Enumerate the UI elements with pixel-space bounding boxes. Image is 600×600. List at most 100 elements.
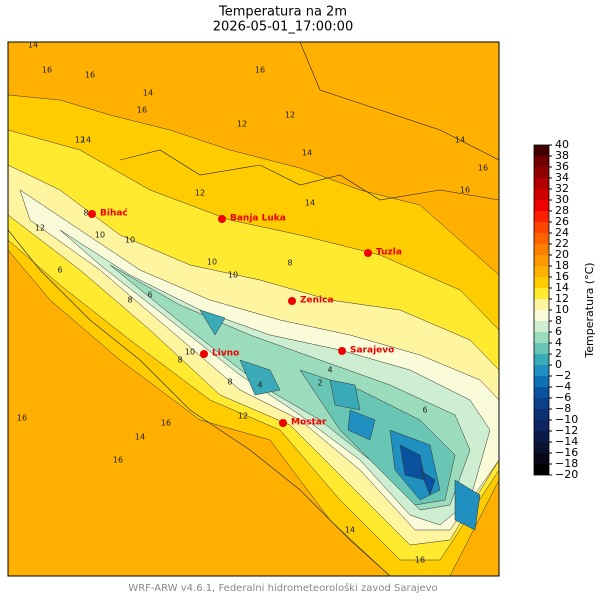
colorbar-band (534, 442, 549, 453)
colorbar-band (534, 310, 549, 321)
city-label: Banja Luka (230, 214, 286, 224)
colorbar-band (534, 453, 549, 464)
colorbar-band (534, 332, 549, 343)
contour-label: 6 (422, 406, 427, 415)
city-marker (288, 297, 296, 305)
map-frame (7, 41, 500, 577)
contour-label: 12 (238, 412, 248, 421)
city-label: Mostar (291, 418, 327, 428)
colorbar-tick-label: 16 (555, 270, 569, 283)
colorbar-band (534, 178, 549, 189)
colorbar-band (534, 464, 549, 475)
map (8, 42, 499, 576)
colorbar-tick-label: 0 (555, 358, 562, 371)
contour-label: 14 (81, 136, 91, 145)
contour-label: 4 (257, 381, 262, 390)
city-label: Zenica (300, 296, 334, 306)
contour-label: 16 (255, 66, 265, 75)
colorbar-tick-label: 28 (555, 204, 569, 217)
contour-label: 14 (143, 89, 153, 98)
colorbar-band (534, 156, 549, 167)
city-marker (200, 350, 208, 358)
colorbar-tick-label: −2 (555, 369, 571, 382)
colorbar-band (534, 167, 549, 178)
city-label: Livno (212, 349, 239, 359)
colorbar-tick-label: 32 (555, 182, 569, 195)
colorbar-tick-label: 24 (555, 226, 569, 239)
contour-label: 14 (455, 136, 465, 145)
colorbar-band (534, 365, 549, 376)
contour-label: 8 (127, 296, 132, 305)
city-marker (279, 419, 287, 427)
colorbar-label: Temperatura (°C) (583, 262, 596, 358)
colorbar-tick-label: 12 (555, 292, 569, 305)
map-title: Temperatura na 2m (218, 5, 347, 20)
contour-label: 14 (305, 199, 315, 208)
city-marker (88, 210, 96, 218)
colorbar-band (534, 233, 549, 244)
colorbar-band (534, 420, 549, 431)
contour-label: 14 (28, 41, 38, 50)
colorbar-band (534, 244, 549, 255)
colorbar-band (534, 145, 549, 156)
colorbar-tick-label: 8 (555, 314, 562, 327)
contour-label: 8 (227, 378, 232, 387)
contour-label: 16 (85, 71, 95, 80)
contour-label: 12 (285, 111, 295, 120)
contour-label: 8 (177, 356, 182, 365)
colorbar-tick-label: −4 (555, 380, 571, 393)
colorbar-band (534, 431, 549, 442)
contour-label: 10 (125, 236, 135, 245)
contour-label: 16 (137, 106, 147, 115)
colorbar-tick-label: 2 (555, 347, 562, 360)
colorbar-tick-label: 40 (555, 138, 569, 151)
contour-label: 14 (345, 526, 355, 535)
colorbar-band (534, 211, 549, 222)
colorbar-tick-label: 10 (555, 303, 569, 316)
colorbar-band (534, 299, 549, 310)
contour-label: 6 (57, 266, 62, 275)
contour-label: 8 (287, 259, 292, 268)
contour-label: 16 (17, 414, 27, 423)
colorbar-tick-label: 36 (555, 160, 569, 173)
colorbar-band (534, 376, 549, 387)
colorbar-tick-label: −8 (555, 402, 571, 415)
colorbar-band (534, 288, 549, 299)
contour-label: 10 (207, 258, 217, 267)
colorbar-tick-label: 34 (555, 171, 569, 184)
colorbar-tick-label: 22 (555, 237, 569, 250)
contour-label: 12 (35, 224, 45, 233)
city-label: Sarajevo (350, 346, 394, 356)
contour-label: 8 (83, 209, 88, 218)
contour-label: 14 (302, 149, 312, 158)
colorbar-band (534, 354, 549, 365)
contour-label: 16 (161, 419, 171, 428)
colorbar-tick-label: 30 (555, 193, 569, 206)
colorbar-band (534, 255, 549, 266)
contour-label: 16 (415, 556, 425, 565)
contour-label: 14 (135, 433, 145, 442)
colorbar-tick-label: −14 (555, 435, 578, 448)
colorbar-band (534, 189, 549, 200)
contour-label: 10 (185, 348, 195, 357)
colorbar-band (534, 398, 549, 409)
colorbar-tick-label: 6 (555, 325, 562, 338)
contour-label: 2 (317, 379, 322, 388)
contour-label: 12 (75, 136, 85, 145)
colorbar-tick-label: 14 (555, 281, 569, 294)
colorbar-band (534, 200, 549, 211)
colorbar-tick-label: 20 (555, 248, 569, 261)
colorbar-tick-label: −10 (555, 413, 578, 426)
footer: WRF-ARW v4.6.1, Federalni hidrometeorolo… (128, 582, 437, 594)
colorbar-tick-label: −20 (555, 468, 578, 481)
contour-label: 12 (195, 189, 205, 198)
contour-label: 10 (95, 231, 105, 240)
contour-label: 12 (237, 120, 247, 129)
colorbar-tick-label: 4 (555, 336, 562, 349)
city-marker (364, 249, 372, 257)
contour-label: 10 (228, 271, 238, 280)
city-marker (338, 347, 346, 355)
colorbar-tick-label: −6 (555, 391, 571, 404)
colorbar-tick-label: −16 (555, 446, 578, 459)
